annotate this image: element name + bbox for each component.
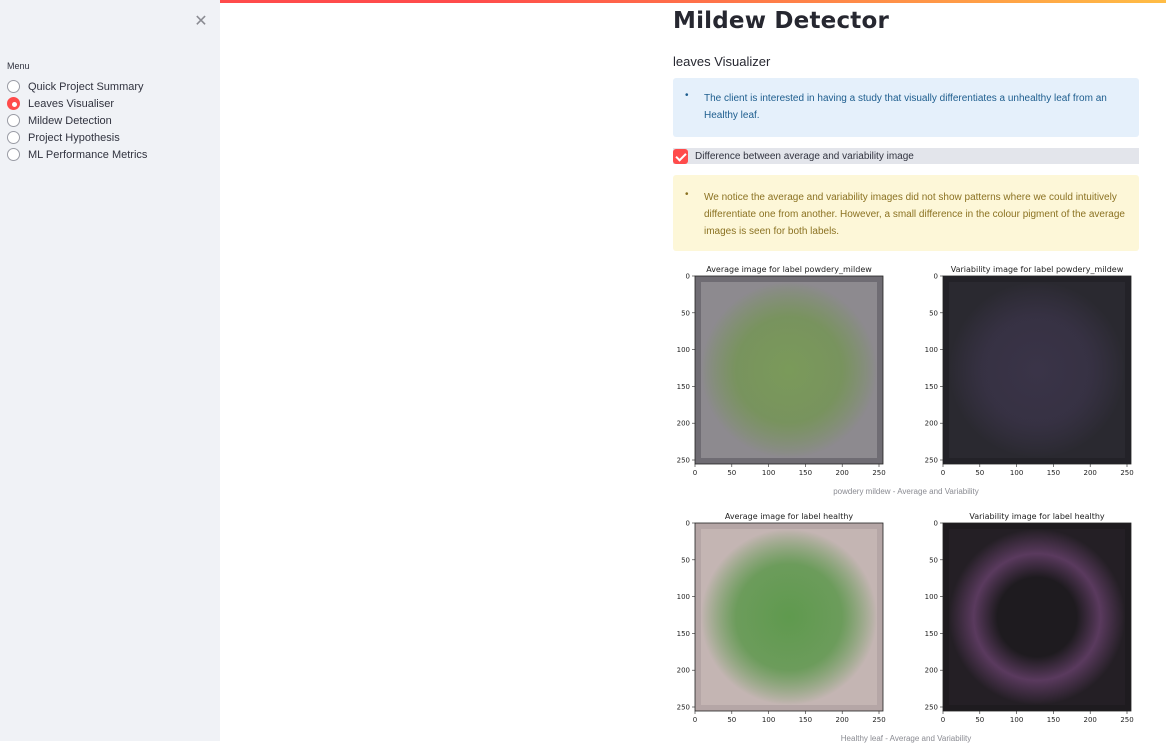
y-tick-label: 200 xyxy=(677,667,690,675)
bullet: • xyxy=(685,189,689,200)
x-tick-label: 50 xyxy=(975,716,984,724)
y-tick-label: 100 xyxy=(925,346,938,354)
y-tick-label: 50 xyxy=(681,556,690,564)
y-tick-label: 150 xyxy=(925,383,938,391)
x-tick-label: 100 xyxy=(1010,716,1023,724)
x-tick-label: 50 xyxy=(727,469,736,477)
x-tick-label: 250 xyxy=(1120,469,1133,477)
menu-item-project-hypothesis[interactable]: Project Hypothesis xyxy=(7,129,147,146)
panel-title: Variability image for label powdery_mild… xyxy=(951,265,1124,274)
y-tick-label: 150 xyxy=(677,630,690,638)
menu-label: Menu xyxy=(7,61,30,71)
y-tick-label: 100 xyxy=(925,593,938,601)
y-tick-label: 250 xyxy=(677,704,690,712)
y-tick-label: 0 xyxy=(934,273,938,281)
y-tick-label: 250 xyxy=(925,704,938,712)
x-tick-label: 50 xyxy=(727,716,736,724)
figure-healthy: Average image for label healthy 0 50 100 150… xyxy=(673,509,1139,749)
x-tick-label: 0 xyxy=(941,469,945,477)
figure-plot: Average image for label healthy 0 50 100 150… xyxy=(677,512,1134,724)
menu-item-leaves-visualiser[interactable]: Leaves Visualiser xyxy=(7,95,147,112)
x-tick-label: 150 xyxy=(1047,469,1060,477)
y-tick-label: 200 xyxy=(677,420,690,428)
y-tick-label: 250 xyxy=(677,457,690,465)
y-tick-label: 50 xyxy=(929,309,938,317)
x-tick-label: 150 xyxy=(799,716,812,724)
panel-image xyxy=(701,529,877,705)
x-tick-label: 250 xyxy=(1120,716,1133,724)
radio-button[interactable] xyxy=(7,80,20,93)
x-tick-label: 0 xyxy=(693,469,697,477)
sidebar: ✕ Menu Quick Project Summary Leaves Visu… xyxy=(0,0,220,741)
panel-title: Average image for label healthy xyxy=(725,512,854,521)
top-decoration-bar xyxy=(0,0,1166,3)
panel-frame xyxy=(942,275,1132,465)
radio-button[interactable] xyxy=(7,131,20,144)
x-tick-label: 250 xyxy=(872,716,885,724)
info-alert: • The client is interested in having a s… xyxy=(673,78,1139,137)
x-tick-label: 50 xyxy=(975,469,984,477)
x-tick-label: 200 xyxy=(1084,469,1097,477)
x-tick-label: 100 xyxy=(1010,469,1023,477)
x-tick-label: 250 xyxy=(872,469,885,477)
menu-item-label: Leaves Visualiser xyxy=(28,97,115,110)
panel-title: Variability image for label healthy xyxy=(969,512,1105,521)
figure-caption: Healthy leaf - Average and Variability xyxy=(840,734,972,743)
menu-item-label: Mildew Detection xyxy=(28,114,112,127)
y-tick-label: 50 xyxy=(929,556,938,564)
x-tick-label: 100 xyxy=(762,469,775,477)
difference-checkbox[interactable]: Difference between average and variabili… xyxy=(673,148,1139,164)
x-tick-label: 0 xyxy=(941,716,945,724)
menu-item-mildew-detection[interactable]: Mildew Detection xyxy=(7,112,147,129)
warning-text: We notice the average and variability im… xyxy=(704,192,1125,237)
figure-caption: powdery mildew - Average and Variability xyxy=(833,487,979,496)
y-tick-label: 250 xyxy=(925,457,938,465)
x-tick-label: 200 xyxy=(1084,716,1097,724)
panel-image xyxy=(949,529,1125,705)
radio-button[interactable] xyxy=(7,148,20,161)
x-tick-label: 200 xyxy=(836,716,849,724)
x-tick-label: 200 xyxy=(836,469,849,477)
menu-item-label: ML Performance Metrics xyxy=(28,148,148,161)
subheader: leaves Visualizer xyxy=(673,54,771,69)
info-text: The client is interested in having a stu… xyxy=(704,93,1107,121)
y-tick-label: 0 xyxy=(934,520,938,528)
y-tick-label: 200 xyxy=(925,420,938,428)
figure-powdery-mildew: Average image for label powdery_mildew 0 5… xyxy=(673,262,1139,502)
panel-frame xyxy=(694,522,884,712)
y-tick-label: 150 xyxy=(925,630,938,638)
bullet: • xyxy=(685,90,689,101)
radio-button[interactable] xyxy=(7,114,20,127)
y-tick-label: 150 xyxy=(677,383,690,391)
radio-button-selected[interactable] xyxy=(7,97,20,110)
menu-item-ml-performance-metrics[interactable]: ML Performance Metrics xyxy=(7,146,147,163)
menu-item-label: Quick Project Summary xyxy=(28,80,144,93)
close-sidebar-icon[interactable]: ✕ xyxy=(194,13,208,30)
panel-frame xyxy=(694,275,884,465)
x-tick-label: 0 xyxy=(693,716,697,724)
checkbox-label: Difference between average and variabili… xyxy=(695,150,914,162)
menu-radio-group: Quick Project Summary Leaves Visualiser … xyxy=(7,78,147,163)
x-tick-label: 100 xyxy=(762,716,775,724)
panel-image xyxy=(949,282,1125,458)
panel-image xyxy=(701,282,877,458)
y-tick-label: 0 xyxy=(686,273,690,281)
y-tick-label: 100 xyxy=(677,593,690,601)
x-tick-label: 150 xyxy=(1047,716,1060,724)
panel-frame xyxy=(942,522,1132,712)
menu-item-label: Project Hypothesis xyxy=(28,131,120,144)
checkbox-checked-icon[interactable] xyxy=(673,148,688,164)
figure-plot: Average image for label powdery_mildew 0 5… xyxy=(677,265,1134,477)
x-tick-label: 150 xyxy=(799,469,812,477)
menu-item-quick-project-summary[interactable]: Quick Project Summary xyxy=(7,78,147,95)
y-tick-label: 200 xyxy=(925,667,938,675)
panel-title: Average image for label powdery_mildew xyxy=(706,265,872,274)
warning-alert: • We notice the average and variability … xyxy=(673,175,1139,251)
y-tick-label: 0 xyxy=(686,520,690,528)
y-tick-label: 100 xyxy=(677,346,690,354)
y-tick-label: 50 xyxy=(681,309,690,317)
page-title: Mildew Detector xyxy=(673,8,890,34)
